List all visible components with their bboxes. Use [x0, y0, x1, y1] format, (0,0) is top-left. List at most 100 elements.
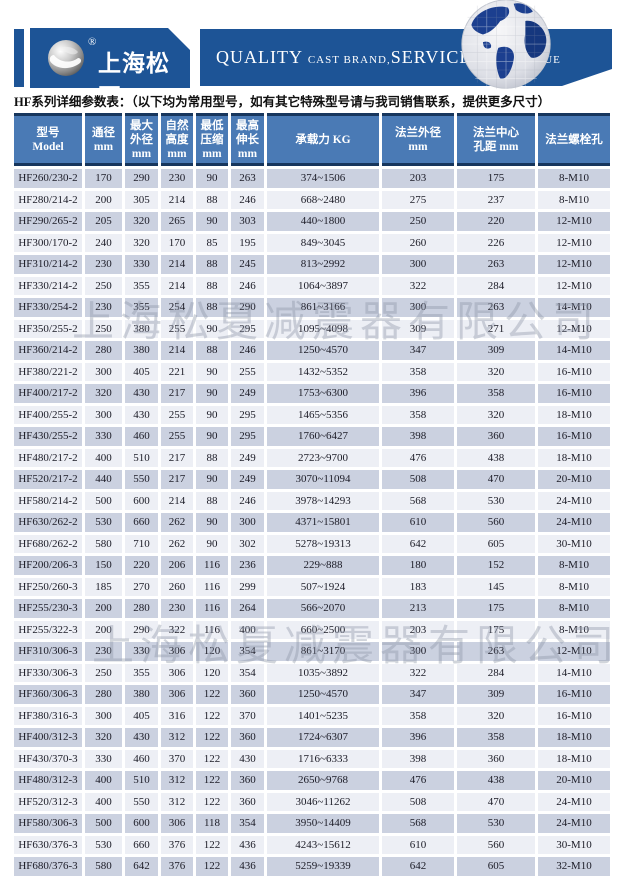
cell-flange-pitch: 438: [457, 771, 535, 790]
cell-model: HF350/255-2: [14, 319, 82, 338]
cell-bore: 320: [85, 728, 122, 747]
cell-flange-od: 300: [382, 255, 454, 274]
cell-max-extend: 430: [231, 749, 264, 768]
cell-max-od: 430: [125, 728, 158, 747]
company-logo: ® 上海松夏: [30, 28, 190, 88]
cell-load: 1250~4570: [267, 341, 379, 360]
cell-flange-od: 396: [382, 728, 454, 747]
cell-model: HF630/262-2: [14, 513, 82, 532]
cell-min-compress: 90: [196, 212, 228, 231]
company-name: 上海松夏: [98, 50, 170, 110]
cell-flange-pitch: 560: [457, 835, 535, 854]
cell-min-compress: 122: [196, 835, 228, 854]
cell-free-height: 306: [161, 814, 193, 833]
cell-bore: 230: [85, 298, 122, 317]
cell-load: 5278~19313: [267, 534, 379, 553]
table-row: HF260/230-2 170 290 230 90 263 374~1506 203 175 8…: [14, 169, 610, 188]
cell-max-extend: 436: [231, 835, 264, 854]
cell-flange-bolts: 8-M10: [538, 556, 610, 575]
cell-flange-od: 180: [382, 556, 454, 575]
cell-max-extend: 295: [231, 427, 264, 446]
table-row: HF430/255-2 330 460 255 90 295 1760~6427 398 360…: [14, 427, 610, 446]
cell-model: HF200/206-3: [14, 556, 82, 575]
cell-model: HF330/306-3: [14, 663, 82, 682]
cell-model: HF250/260-3: [14, 577, 82, 596]
cell-bore: 440: [85, 470, 122, 489]
table-row: HF520/312-3 400 550 312 122 360 3046~11262 508 4…: [14, 792, 610, 811]
cell-model: HF680/262-2: [14, 534, 82, 553]
cell-flange-pitch: 605: [457, 857, 535, 876]
cell-bore: 500: [85, 814, 122, 833]
cell-model: HF310/214-2: [14, 255, 82, 274]
cell-flange-bolts: 8-M10: [538, 620, 610, 639]
cell-load: 229~888: [267, 556, 379, 575]
cell-max-extend: 295: [231, 319, 264, 338]
cell-flange-pitch: 309: [457, 685, 535, 704]
cell-model: HF255/230-3: [14, 599, 82, 618]
cell-flange-od: 398: [382, 427, 454, 446]
cell-free-height: 230: [161, 169, 193, 188]
cell-max-extend: 236: [231, 556, 264, 575]
table-row: HF330/306-3 250 355 306 120 354 1035~3892 322 28…: [14, 663, 610, 682]
cell-free-height: 230: [161, 599, 193, 618]
cell-flange-pitch: 145: [457, 577, 535, 596]
table-row: HF380/221-2 300 405 221 90 255 1432~5352 358 320…: [14, 362, 610, 381]
cell-max-extend: 400: [231, 620, 264, 639]
cell-flange-bolts: 12-M10: [538, 642, 610, 661]
cell-load: 861~3170: [267, 642, 379, 661]
table-row: HF255/322-3 200 290 322 116 400 660~2500 203 175…: [14, 620, 610, 639]
cell-flange-pitch: 530: [457, 814, 535, 833]
cell-free-height: 255: [161, 427, 193, 446]
table-row: HF350/255-2 250 380 255 90 295 1095~4098 309 271…: [14, 319, 610, 338]
cell-max-extend: 195: [231, 233, 264, 252]
cell-bore: 500: [85, 491, 122, 510]
cell-model: HF330/254-2: [14, 298, 82, 317]
sphere-logo-icon: [48, 40, 84, 76]
cell-max-od: 320: [125, 212, 158, 231]
cell-flange-od: 610: [382, 513, 454, 532]
slogan-segment: SERVICE: [390, 47, 477, 67]
cell-max-od: 355: [125, 298, 158, 317]
cell-min-compress: 88: [196, 448, 228, 467]
cell-flange-od: 610: [382, 835, 454, 854]
cell-max-od: 430: [125, 405, 158, 424]
cell-bore: 250: [85, 319, 122, 338]
cell-min-compress: 116: [196, 556, 228, 575]
column-header-bore: 通径 mm: [85, 113, 122, 166]
cell-model: HF255/322-3: [14, 620, 82, 639]
cell-max-od: 430: [125, 384, 158, 403]
cell-flange-pitch: 284: [457, 663, 535, 682]
cell-model: HF480/312-3: [14, 771, 82, 790]
cell-max-od: 320: [125, 233, 158, 252]
cell-flange-pitch: 470: [457, 470, 535, 489]
cell-min-compress: 88: [196, 341, 228, 360]
table-row: HF330/214-2 250 355 214 88 246 1064~3897 322 284…: [14, 276, 610, 295]
cell-free-height: 312: [161, 728, 193, 747]
cell-model: HF400/217-2: [14, 384, 82, 403]
cell-flange-od: 203: [382, 169, 454, 188]
table-row: HF250/260-3 185 270 260 116 299 507~1924 183 145…: [14, 577, 610, 596]
column-header-free-height: 自然 高度 mm: [161, 113, 193, 166]
parameter-table: 型号 Model 通径 mm 最大 外径 mm 自然 高度 mm 最低 压缩 mm 最高 伸长 mm 承载力 K…: [14, 113, 610, 876]
cell-max-extend: 354: [231, 814, 264, 833]
page-title: HF系列详细参数表：（以下均为常用型号，如有其它特殊型号请与我司销售联系，提供更…: [14, 95, 551, 109]
cell-free-height: 262: [161, 534, 193, 553]
cell-bore: 280: [85, 341, 122, 360]
cell-model: HF520/312-3: [14, 792, 82, 811]
cell-min-compress: 122: [196, 749, 228, 768]
cell-max-od: 660: [125, 835, 158, 854]
cell-bore: 250: [85, 276, 122, 295]
cell-flange-bolts: 20-M10: [538, 470, 610, 489]
cell-flange-pitch: 320: [457, 706, 535, 725]
cell-min-compress: 90: [196, 169, 228, 188]
cell-model: HF360/214-2: [14, 341, 82, 360]
table-row: HF480/312-3 400 510 312 122 360 2650~9768 476 43…: [14, 771, 610, 790]
cell-load: 813~2992: [267, 255, 379, 274]
cell-max-od: 460: [125, 749, 158, 768]
cell-bore: 400: [85, 771, 122, 790]
cell-free-height: 306: [161, 642, 193, 661]
cell-flange-pitch: 284: [457, 276, 535, 295]
cell-flange-od: 508: [382, 792, 454, 811]
cell-model: HF280/214-2: [14, 190, 82, 209]
cell-flange-bolts: 16-M10: [538, 685, 610, 704]
